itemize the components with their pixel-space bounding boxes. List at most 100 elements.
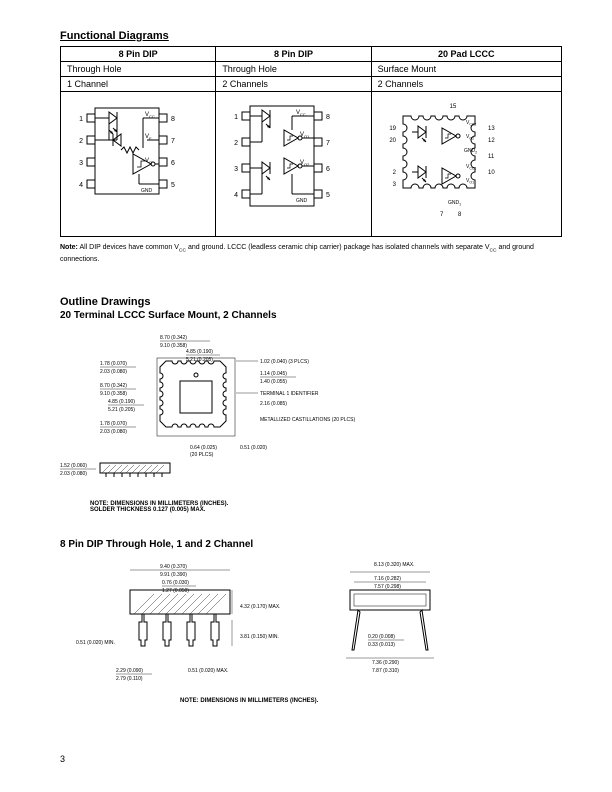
svg-text:20: 20 [389, 138, 396, 144]
svg-text:VCC: VCC [145, 112, 155, 119]
note-text: Note: All DIP devices have common VCC an… [60, 243, 562, 264]
svg-text:2: 2 [392, 170, 396, 176]
svg-text:9.10 (0.358): 9.10 (0.358) [160, 343, 187, 349]
outline-sub1: 20 Terminal LCCC Surface Mount, 2 Channe… [60, 310, 562, 321]
svg-text:GND: GND [141, 188, 153, 194]
func-r2c3: 2 Channels [371, 77, 561, 92]
outline-sub2: 8 Pin DIP Through Hole, 1 and 2 Channel [60, 539, 562, 550]
svg-text:VO1: VO1 [466, 178, 474, 185]
svg-text:VE: VE [145, 134, 152, 141]
page-number: 3 [60, 754, 65, 764]
svg-text:GND2: GND2 [464, 148, 477, 155]
svg-text:2.79 (0.110): 2.79 (0.110) [116, 676, 143, 682]
svg-text:9.40 (0.370): 9.40 (0.370) [160, 564, 187, 570]
svg-text:7: 7 [171, 138, 175, 145]
svg-text:VO: VO [145, 158, 152, 165]
svg-text:15: 15 [449, 104, 456, 110]
svg-text:VO2: VO2 [466, 134, 474, 141]
svg-text:1.27 (0.050): 1.27 (0.050) [162, 588, 189, 594]
svg-text:4: 4 [79, 182, 83, 189]
svg-text:2: 2 [79, 138, 83, 145]
svg-text:1.78 (0.070): 1.78 (0.070) [100, 421, 127, 427]
svg-text:8: 8 [171, 116, 175, 123]
svg-text:7.57 (0.298): 7.57 (0.298) [374, 584, 401, 590]
func-r1c1: Through Hole [61, 62, 216, 77]
svg-text:GND1: GND1 [448, 200, 461, 207]
outline-drawings-heading: Outline Drawings [60, 296, 562, 308]
svg-text:3: 3 [392, 182, 396, 188]
svg-text:0.51 (0.020): 0.51 (0.020) [240, 445, 267, 451]
func-r1c3: Surface Mount [371, 62, 561, 77]
svg-text:19: 19 [389, 126, 396, 132]
func-r1c2: Through Hole [216, 62, 371, 77]
svg-text:0.64 (0.025): 0.64 (0.025) [190, 445, 217, 451]
func-header-3: 20 Pad LCCC [371, 47, 561, 62]
svg-text:5: 5 [171, 182, 175, 189]
svg-text:8.13 (0.320) MAX.: 8.13 (0.320) MAX. [374, 562, 415, 568]
svg-text:3.81 (0.150) MIN.: 3.81 (0.150) MIN. [240, 634, 279, 640]
functional-table: 8 Pin DIP 8 Pin DIP 20 Pad LCCC Through … [60, 46, 562, 237]
svg-text:2.16 (0.085): 2.16 (0.085) [260, 401, 287, 407]
svg-text:4.85 (0.190): 4.85 (0.190) [186, 349, 213, 355]
svg-text:VO1: VO1 [300, 132, 310, 139]
svg-text:7.16 (0.282): 7.16 (0.282) [374, 576, 401, 582]
func-r2c2: 2 Channels [216, 77, 371, 92]
svg-text:9.91 (0.390): 9.91 (0.390) [160, 572, 187, 578]
svg-text:8.70 (0.342): 8.70 (0.342) [100, 383, 127, 389]
svg-text:0.76 (0.030): 0.76 (0.030) [162, 580, 189, 586]
svg-text:9.10 (0.358): 9.10 (0.358) [100, 391, 127, 397]
svg-text:8: 8 [326, 114, 330, 121]
svg-text:8.70 (0.342): 8.70 (0.342) [160, 335, 187, 341]
func-r2c1: 1 Channel [61, 77, 216, 92]
svg-text:12: 12 [488, 138, 495, 144]
diagram-lccc: 15 19 20 2 3 13 12 11 10 7 8 VCC2 [371, 92, 561, 237]
svg-text:METALLIZED CASTILLATIONS (20 P: METALLIZED CASTILLATIONS (20 PLCS) [260, 417, 355, 423]
svg-text:0.20 (0.008): 0.20 (0.008) [368, 634, 395, 640]
svg-text:0.51 (0.020) MAX.: 0.51 (0.020) MAX. [188, 668, 229, 674]
svg-text:4: 4 [234, 192, 238, 199]
svg-text:11: 11 [488, 154, 495, 160]
svg-text:(20 PLCS): (20 PLCS) [190, 452, 214, 458]
svg-text:5.21 (0.205): 5.21 (0.205) [108, 407, 135, 413]
svg-text:VO2: VO2 [300, 160, 310, 167]
svg-text:6: 6 [326, 166, 330, 173]
svg-text:5.21 (0.205): 5.21 (0.205) [186, 357, 213, 363]
svg-text:2: 2 [234, 140, 238, 147]
svg-text:4.32 (0.170) MAX.: 4.32 (0.170) MAX. [240, 604, 280, 610]
svg-text:1.14 (0.045): 1.14 (0.045) [260, 371, 287, 377]
svg-text:2.03 (0.080): 2.03 (0.080) [100, 369, 127, 375]
svg-text:1.40 (0.055): 1.40 (0.055) [260, 379, 287, 385]
lccc-dim-note: NOTE: DIMENSIONS IN MILLIMETERS (INCHES)… [90, 501, 562, 513]
svg-text:13: 13 [488, 126, 495, 132]
dip-dim-note: NOTE: DIMENSIONS IN MILLIMETERS (INCHES)… [180, 698, 562, 704]
svg-text:3: 3 [234, 166, 238, 173]
svg-text:1: 1 [234, 114, 238, 121]
svg-text:1: 1 [79, 116, 83, 123]
svg-text:2.03 (0.080): 2.03 (0.080) [60, 471, 87, 477]
svg-text:10: 10 [488, 170, 495, 176]
func-header-2: 8 Pin DIP [216, 47, 371, 62]
svg-text:1.78 (0.070): 1.78 (0.070) [100, 361, 127, 367]
svg-text:2.03 (0.080): 2.03 (0.080) [100, 429, 127, 435]
svg-text:7.87 (0.310): 7.87 (0.310) [372, 668, 399, 674]
svg-text:5: 5 [326, 192, 330, 199]
functional-diagrams-heading: Functional Diagrams [60, 30, 562, 42]
svg-text:2.29 (0.090): 2.29 (0.090) [116, 668, 143, 674]
lccc-outline-drawing: 8.70 (0.342) 9.10 (0.358) 4.85 (0.190) 5… [60, 325, 562, 525]
svg-text:3: 3 [79, 160, 83, 167]
svg-text:8: 8 [458, 212, 462, 218]
diagram-1ch-dip: 1 2 3 4 8 7 6 5 [61, 92, 216, 237]
svg-text:7: 7 [440, 212, 444, 218]
svg-text:6: 6 [171, 160, 175, 167]
svg-text:VCC: VCC [296, 110, 306, 117]
diagram-2ch-dip: 1 2 3 4 8 7 6 5 [216, 92, 371, 237]
dip-outline-drawings: 9.40 (0.370) 9.91 (0.390) 0.76 (0.030) 1… [70, 554, 562, 694]
svg-text:GND: GND [296, 198, 308, 204]
svg-text:TERMINAL 1 IDENTIFIER: TERMINAL 1 IDENTIFIER [260, 391, 319, 397]
svg-text:1.02 (0.040) (3 PLCS): 1.02 (0.040) (3 PLCS) [260, 359, 309, 365]
svg-text:7: 7 [326, 140, 330, 147]
svg-text:4.85 (0.190): 4.85 (0.190) [108, 399, 135, 405]
svg-text:1.52 (0.060): 1.52 (0.060) [60, 463, 87, 469]
func-header-1: 8 Pin DIP [61, 47, 216, 62]
svg-text:0.51 (0.020) MIN.: 0.51 (0.020) MIN. [76, 640, 115, 646]
